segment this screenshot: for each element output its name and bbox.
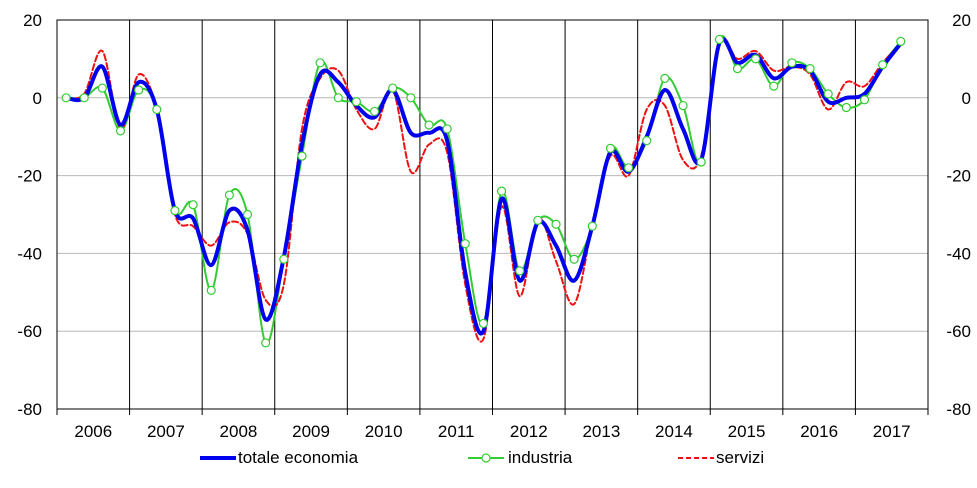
industria-point [424,120,434,130]
industria-point [496,186,507,196]
legend-item-totale-economia: totale economia [198,443,358,473]
industria-point [478,318,489,329]
x-tick-label: 2007 [147,422,185,440]
x-tick-label: 2013 [582,422,620,440]
industria-point [406,93,416,103]
y-tick-label-left: -80 [17,400,42,419]
industria-point [79,93,89,103]
industria-point [351,97,362,107]
industria-point [460,239,470,249]
y-tick-label-right: 20 [952,11,971,30]
industria-point [841,102,851,113]
x-axis-ticks [56,409,929,415]
industria-point [61,93,71,103]
industria-point [115,126,126,136]
industria-point [297,151,307,161]
x-tick-label: 2006 [74,422,112,440]
x-tick-label: 2011 [438,422,475,440]
industria-point [279,254,289,264]
industria-point [732,64,743,74]
industria-point [623,163,634,173]
industria-point [751,54,761,64]
x-tick-label: 2014 [655,422,693,440]
industria-point [569,254,579,264]
legend-swatch-servizi [678,457,714,459]
industria-point [769,81,779,91]
legend-item-servizi: servizi [676,443,764,473]
industria-point [97,83,107,93]
industria-point [533,215,543,225]
x-tick-label: 2015 [728,422,766,440]
industria-point [515,266,525,276]
x-tick-label: 2010 [365,422,403,440]
x-axis-labels: 2006 2007 2008 2009 2010 2011 2012 2013 2014 2015… [74,422,910,440]
industria-point [642,135,652,146]
x-tick-label: 2008 [220,422,258,440]
legend-label-servizi: servizi [716,448,765,467]
y-axis-left-labels: 20 0 -20 -40 -60 -80 [17,11,42,419]
x-tick-label: 2016 [800,422,838,440]
legend-swatch-industria [468,453,504,463]
industria-point [333,93,343,103]
industria-point [605,143,616,153]
x-tick-label: 2009 [292,422,330,440]
y-tick-label-right: -40 [946,244,971,263]
industria-point [787,58,797,68]
industria-point [224,190,234,200]
industria-point [206,285,216,295]
x-tick-label: 2012 [510,422,548,440]
y-tick-label-right: 0 [962,89,971,108]
industria-point [696,157,706,167]
series-markers [61,34,906,348]
y-tick-label-left: -40 [17,244,42,263]
industria-point [261,338,271,348]
x-tick-label: 2017 [873,422,911,440]
y-tick-label-right: -20 [946,167,971,186]
industria-point [823,89,833,99]
industria-point [242,209,253,220]
industria-point [170,206,180,216]
line-chart: 20 0 -20 -40 -60 -80 20 0 -20 -40 -60 -80 2006 2007… [17,11,971,440]
legend-label-industria: industria [508,448,573,467]
industria-point [152,104,162,115]
industria-point [678,100,688,111]
industria-point [551,219,561,229]
industria-point [442,124,452,134]
industria-point [134,85,144,95]
industria-point [587,221,597,231]
y-axis-right-labels: 20 0 -20 -40 -60 -80 [946,11,971,419]
legend-label-totale-economia: totale economia [238,448,359,467]
legend-item-industria: industria [466,443,572,473]
series-line-servizi [65,37,902,343]
year-dividers [129,20,856,409]
y-tick-label-right: -60 [946,322,971,341]
y-tick-label-right: -80 [946,400,971,419]
y-tick-label-left: -20 [17,167,42,186]
industria-point [714,34,724,45]
industria-point [660,73,670,83]
y-tick-label-left: 0 [33,89,42,108]
industria-point [878,60,888,70]
industria-point [188,200,198,210]
industria-point [315,58,325,68]
y-tick-label-left: 20 [23,11,42,30]
industria-point [369,106,380,117]
industria-point [388,83,398,93]
y-tick-label-left: -60 [17,322,42,341]
industria-point [896,36,906,46]
industria-point [859,95,870,105]
legend-swatch-totale-economia [200,456,236,460]
industria-point [805,64,815,74]
legend: totale economia industria servizi [0,443,977,473]
